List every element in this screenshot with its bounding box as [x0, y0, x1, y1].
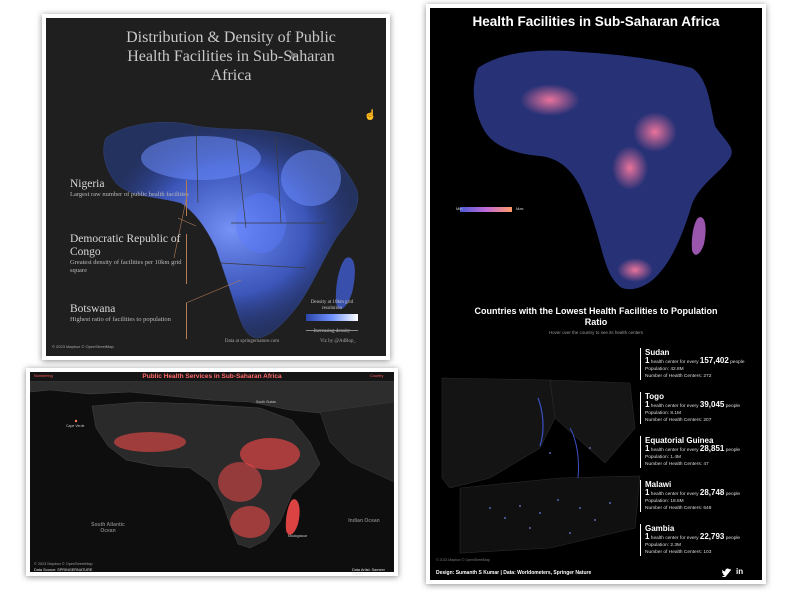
annotation-name: Nigeria	[70, 178, 105, 190]
country-card-equatorial-guinea[interactable]: Equatorial Guinea 1 health center for ev…	[640, 436, 765, 468]
annotation-desc: Highest ratio of facilities to populatio…	[70, 316, 171, 323]
map-label-south-sudan: South Sudan	[256, 400, 277, 404]
country-name: Sudan	[645, 348, 670, 357]
data-credit: Data at springernature.com	[224, 339, 280, 344]
country-name: Equatorial Guinea	[645, 436, 714, 445]
map-copyright: © 2023 Mapbox © OpenStreetMap	[436, 558, 490, 562]
africa-heat-map	[441, 50, 732, 554]
country-card-malawi[interactable]: Malawi 1 health center for every 28,748 …	[640, 480, 765, 512]
country-name: Malawi	[645, 480, 672, 489]
top-left-label[interactable]: Numbering	[34, 374, 53, 378]
hand-cursor-icon: ☝	[364, 108, 376, 121]
health-facilities-panel: Health Facilities in Sub-Saharan Africa	[426, 4, 766, 584]
world-services-map	[30, 372, 394, 572]
map-copyright: © 2023 Mapbox © OpenStreetMap	[52, 344, 114, 349]
map-copyright: © 2023 Mapbox © OpenStreetMap	[34, 562, 93, 566]
africa-density-map: ☝	[103, 50, 376, 339]
legend-gradient-bar	[306, 314, 358, 321]
map-label-cape-verde: Cape Verde	[66, 424, 85, 428]
annotation-divider	[186, 234, 187, 284]
annotation-desc: Largest raw number of public health faci…	[70, 191, 189, 198]
country-card-togo[interactable]: Togo 1 health center for every 39,045 pe…	[640, 392, 765, 424]
country-name: Togo	[645, 392, 664, 401]
panel3-title: Public Health Services in Sub-Saharan Af…	[142, 373, 282, 380]
ocean-label-indian: Indian Ocean	[348, 518, 380, 524]
viz-credit: Viz by @AdBop_	[320, 339, 356, 344]
legend-title: Density at 10km grid resolution	[310, 300, 354, 311]
legend-arrow-line	[306, 330, 358, 331]
country-population: Population: 42.8M	[645, 367, 684, 372]
panel3-header	[30, 372, 394, 381]
country-ratio: 1 health center for every 28,748 people	[645, 488, 741, 498]
annotation-name: Democratic Republic of Congo	[70, 233, 181, 258]
country-population: Population: 8.1M	[645, 411, 682, 416]
country-ratio: 1 health center for every 28,851 people	[645, 444, 741, 454]
annotation-desc: Greatest density of facilities per 10km …	[70, 259, 182, 274]
data-artist: Data Artist: Sameer Nikam	[352, 568, 385, 576]
annotation-divider	[186, 180, 187, 216]
panel2-title: Health Facilities in Sub-Saharan Africa	[472, 14, 720, 29]
country-population: Population: 18.6M	[645, 499, 684, 504]
density-map-panel: ☝ Distribution & Density of Public Healt…	[42, 14, 390, 360]
legend-min: Min	[456, 206, 463, 211]
map-label-madagascar: Madagascar	[288, 534, 308, 538]
country-ratio: 1 health center for every 39,045 people	[645, 400, 741, 410]
panel2-subtitle: Countries with the Lowest Health Facilit…	[474, 306, 718, 327]
ocean-label-atlantic: South Atlantic Ocean	[91, 522, 125, 534]
annotation-nigeria: Nigeria Largest raw number of public hea…	[70, 178, 195, 199]
annotation-name: Botswana	[70, 303, 116, 315]
top-right-label[interactable]: Country	[370, 374, 384, 378]
annotation-divider	[186, 303, 187, 339]
country-ratio: 1 health center for every 22,793 people	[645, 532, 741, 542]
twitter-icon[interactable]	[722, 568, 732, 577]
public-health-services-panel: Public Health Services in Sub-Saharan Af…	[26, 368, 398, 576]
hover-note: Hover over the country to see its health…	[548, 330, 644, 335]
linkedin-icon[interactable]: in	[736, 567, 744, 576]
country-centers: Number of Health Centers: 648	[645, 506, 712, 511]
annotation-drc: Democratic Republic of Congo Greatest de…	[70, 233, 190, 275]
country-name: Gambia	[645, 524, 675, 533]
legend-note: Increasing density	[313, 329, 351, 334]
country-centers: Number of Health Centers: 103	[645, 550, 712, 555]
country-population: Population: 2.3M	[645, 543, 682, 548]
country-centers: Number of Health Centers: 272	[645, 374, 712, 379]
design-credit: Design: Sumanth S Kumar | Data: Worldome…	[436, 570, 592, 576]
legend-max: Max	[516, 206, 524, 211]
country-card-gambia[interactable]: Gambia 1 health center for every 22,793 …	[640, 524, 765, 556]
annotation-botswana: Botswana Highest ratio of facilities to …	[70, 303, 195, 324]
legend-gradient-bar	[460, 207, 512, 212]
panel1-title: Distribution & Density of Public Health …	[126, 29, 336, 84]
density-legend: Density at 10km grid resolution Increasi…	[302, 300, 362, 335]
country-centers: Number of Health Centers: 47	[645, 462, 709, 467]
country-card-sudan[interactable]: Sudan 1 health center for every 157,402 …	[640, 348, 765, 380]
data-source: Data Source: SPRINGERNATURE	[34, 568, 93, 572]
country-centers: Number of Health Centers: 207	[645, 418, 712, 423]
country-population: Population: 1.4M	[645, 455, 682, 460]
country-ratio: 1 health center for every 157,402 people	[645, 356, 745, 366]
